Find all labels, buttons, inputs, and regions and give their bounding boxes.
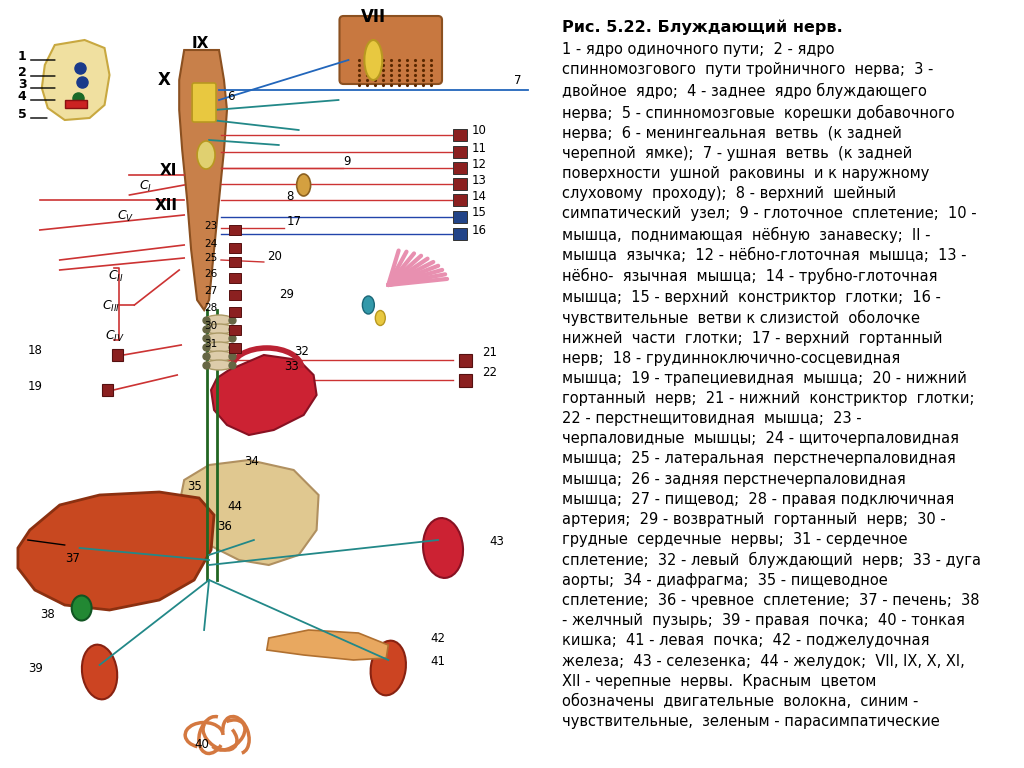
Ellipse shape: [205, 324, 233, 334]
Ellipse shape: [205, 333, 233, 343]
Text: 26: 26: [204, 269, 217, 279]
Ellipse shape: [72, 595, 91, 621]
Text: 28: 28: [204, 303, 217, 313]
Bar: [453, 194, 467, 206]
Text: VII: VII: [360, 8, 386, 26]
Text: 8: 8: [287, 190, 294, 203]
Ellipse shape: [297, 174, 310, 196]
Bar: [229, 307, 241, 317]
Text: 35: 35: [187, 480, 202, 493]
Ellipse shape: [205, 315, 233, 325]
Polygon shape: [179, 50, 227, 310]
Polygon shape: [267, 630, 388, 660]
Text: 9: 9: [343, 155, 351, 168]
Bar: [229, 343, 241, 353]
Text: $C_I$: $C_I$: [139, 179, 153, 194]
Text: 43: 43: [489, 535, 505, 548]
Ellipse shape: [371, 641, 406, 695]
Text: 19: 19: [28, 379, 43, 392]
Text: 18: 18: [28, 345, 43, 357]
Text: 36: 36: [217, 520, 231, 533]
Text: 4: 4: [18, 90, 27, 102]
Bar: [453, 146, 467, 158]
Bar: [229, 257, 241, 267]
Text: 3: 3: [18, 78, 27, 91]
Text: 33: 33: [284, 360, 298, 373]
Text: 23: 23: [204, 221, 217, 231]
Text: 15: 15: [472, 207, 486, 220]
Text: 30: 30: [204, 321, 217, 331]
Text: 37: 37: [65, 552, 80, 565]
FancyBboxPatch shape: [340, 16, 442, 84]
Bar: [453, 178, 467, 190]
Polygon shape: [42, 40, 110, 120]
Text: 22: 22: [482, 366, 497, 379]
Text: 44: 44: [227, 500, 242, 513]
Text: 32: 32: [294, 345, 308, 358]
Bar: [65, 100, 87, 108]
Text: 34: 34: [244, 455, 259, 468]
Text: 27: 27: [204, 286, 217, 296]
Text: 10: 10: [472, 124, 486, 137]
Ellipse shape: [365, 40, 382, 80]
Bar: [460, 353, 472, 366]
Text: X: X: [158, 71, 170, 89]
Text: $C_{III}$: $C_{III}$: [101, 299, 120, 314]
Text: 11: 11: [472, 141, 486, 154]
Text: 2: 2: [18, 65, 27, 78]
Text: 41: 41: [430, 655, 445, 668]
Text: 25: 25: [204, 253, 217, 263]
Text: 29: 29: [279, 288, 294, 301]
Bar: [453, 211, 467, 223]
Bar: [229, 273, 241, 283]
Text: 1 - ядро одиночного пути;  2 - ядро
спинномозгового  пути тройничного  нерва;  3: 1 - ядро одиночного пути; 2 - ядро спинн…: [562, 42, 981, 729]
Ellipse shape: [423, 518, 463, 578]
Text: $C_{II}$: $C_{II}$: [108, 269, 123, 284]
Ellipse shape: [82, 644, 117, 700]
Ellipse shape: [362, 296, 375, 314]
Text: 38: 38: [40, 608, 54, 621]
Text: IX: IX: [191, 36, 209, 51]
Ellipse shape: [197, 141, 215, 169]
Ellipse shape: [376, 310, 385, 326]
Text: 17: 17: [287, 215, 302, 228]
Bar: [229, 225, 241, 235]
Bar: [453, 162, 467, 174]
Bar: [453, 129, 467, 141]
FancyBboxPatch shape: [193, 83, 216, 122]
Text: 24: 24: [204, 239, 217, 249]
Text: 6: 6: [227, 90, 234, 103]
Text: 16: 16: [472, 223, 486, 237]
Text: 39: 39: [28, 662, 43, 675]
Text: 12: 12: [472, 157, 486, 170]
Polygon shape: [179, 460, 318, 565]
Ellipse shape: [205, 342, 233, 352]
Text: 1: 1: [18, 49, 27, 62]
Ellipse shape: [205, 360, 233, 370]
Polygon shape: [211, 355, 316, 435]
Text: 42: 42: [430, 632, 445, 645]
Text: 14: 14: [472, 190, 486, 203]
Text: 21: 21: [482, 346, 497, 359]
Bar: [229, 290, 241, 300]
Text: 7: 7: [514, 74, 521, 87]
Text: XII: XII: [155, 198, 177, 213]
Text: 20: 20: [267, 250, 282, 263]
Text: 31: 31: [204, 339, 217, 349]
Bar: [460, 373, 472, 386]
Text: XI: XI: [160, 163, 177, 178]
Polygon shape: [18, 492, 214, 610]
Text: Рис. 5.22. Блуждающий нерв.: Рис. 5.22. Блуждающий нерв.: [562, 20, 843, 35]
Bar: [229, 325, 241, 335]
Text: $C_V$: $C_V$: [118, 209, 135, 224]
Text: $C_{IV}$: $C_{IV}$: [104, 329, 124, 344]
Text: 40: 40: [195, 738, 209, 751]
Text: 13: 13: [472, 174, 486, 187]
Ellipse shape: [205, 351, 233, 361]
Bar: [229, 243, 241, 253]
Bar: [453, 228, 467, 240]
Bar: [101, 384, 114, 396]
Bar: [112, 349, 124, 361]
Text: 5: 5: [18, 108, 27, 121]
